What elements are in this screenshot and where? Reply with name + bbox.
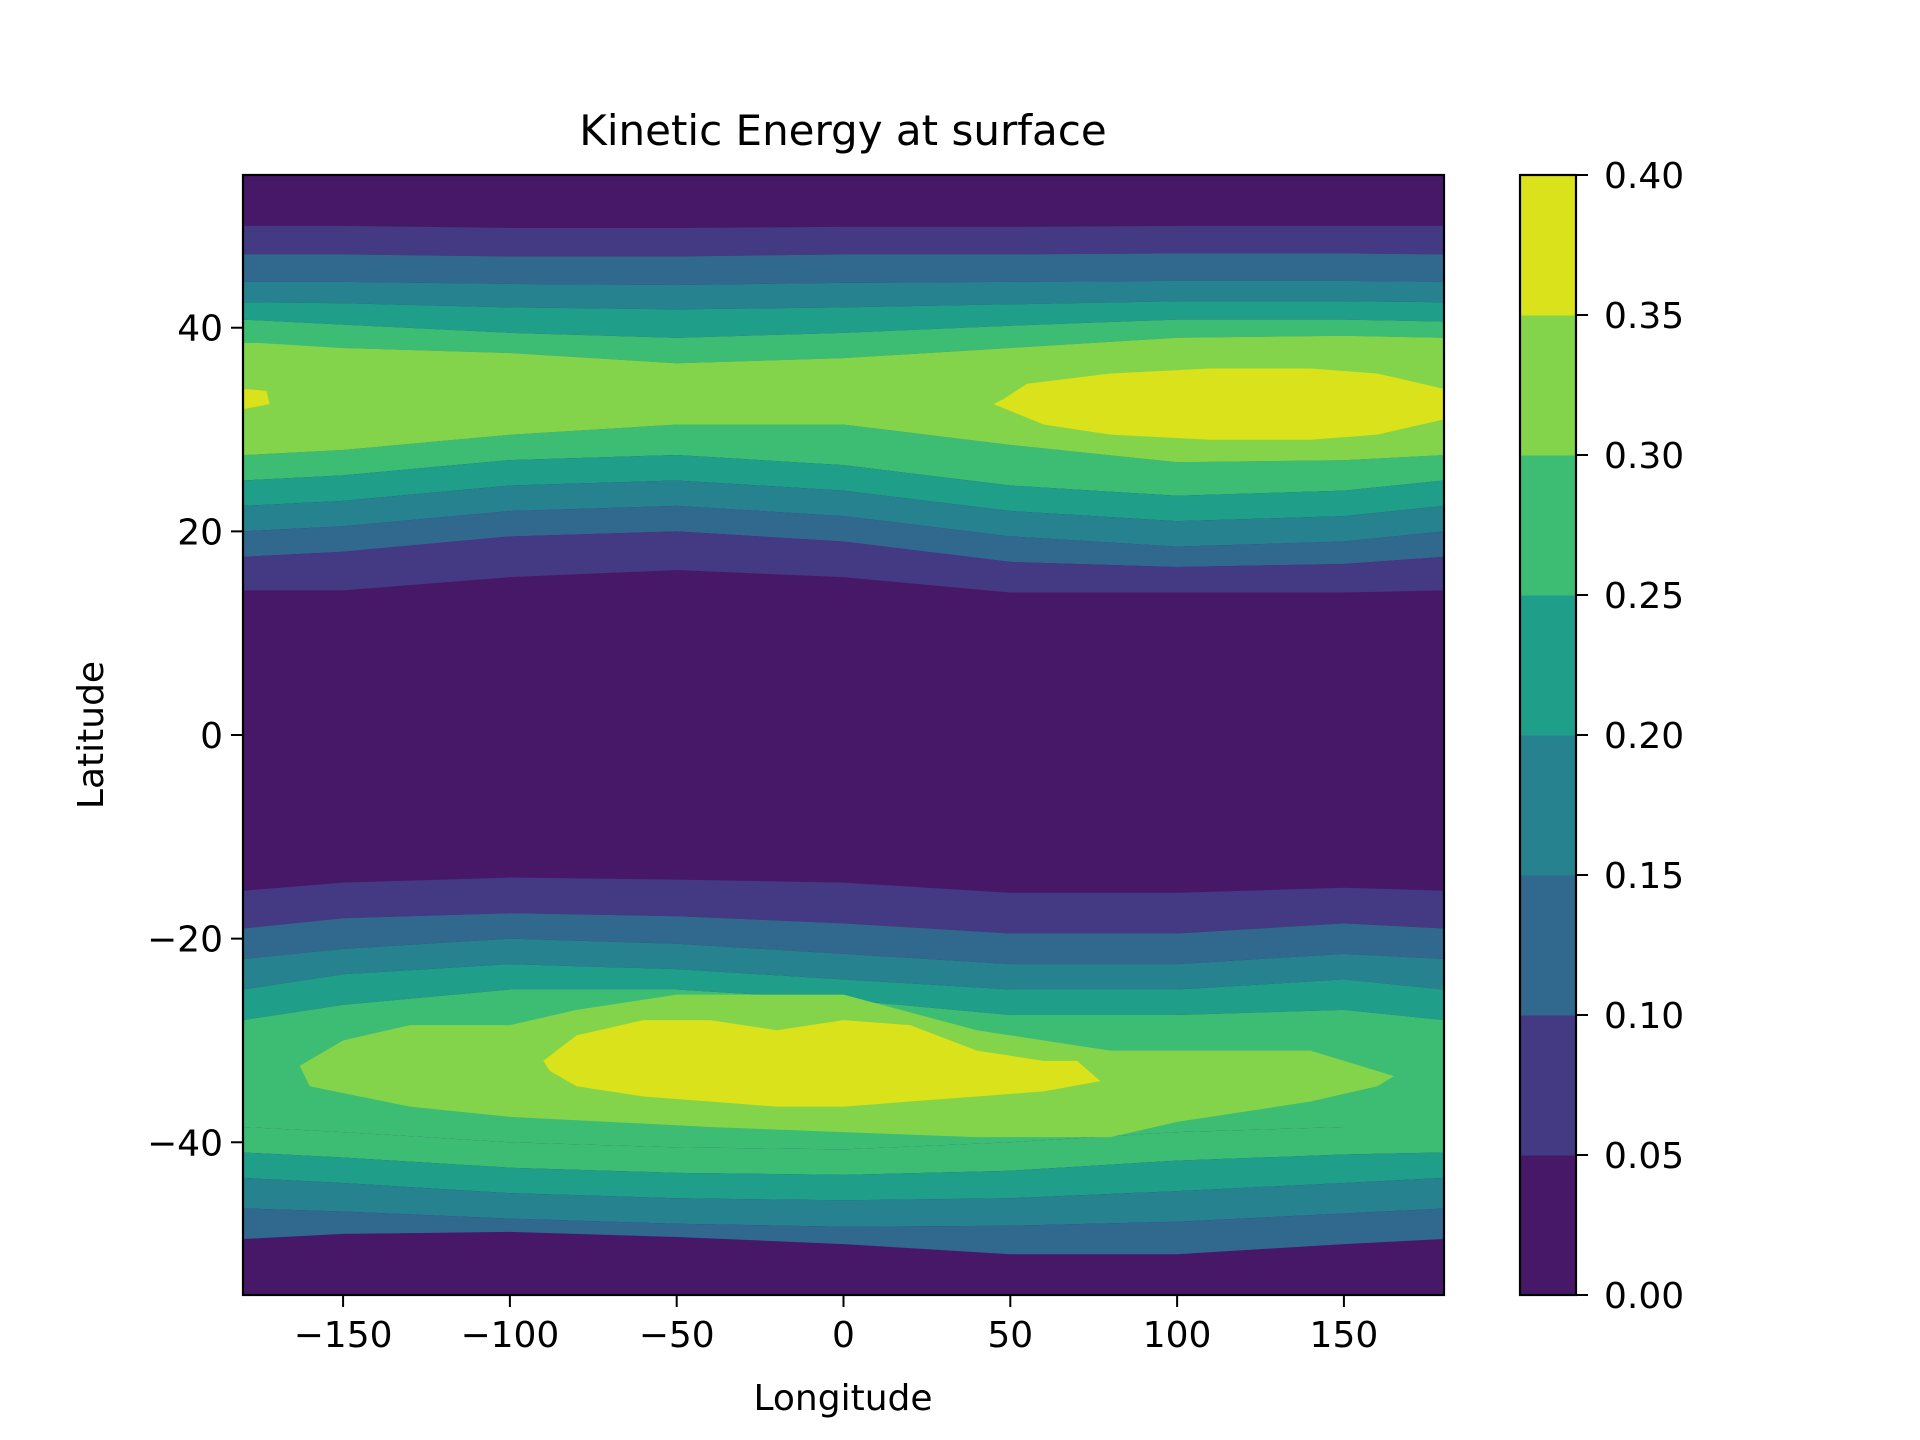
colorbar-tick-label: 0.20 — [1604, 716, 1684, 757]
colorbar-swatches — [1520, 175, 1576, 1296]
chart-title: Kinetic Energy at surface — [579, 106, 1106, 155]
x-tick-label: −100 — [460, 1315, 559, 1356]
colorbar-tick-label: 0.00 — [1604, 1276, 1684, 1317]
x-axis-label: Longitude — [753, 1378, 932, 1419]
south-band-8 — [243, 1208, 1444, 1255]
y-tick-label: −40 — [147, 1123, 223, 1164]
colorbar-tick-label: 0.05 — [1604, 1136, 1684, 1177]
south-band-5 — [243, 1127, 1444, 1175]
y-tick-label: 0 — [200, 716, 223, 757]
north-band-0 — [243, 225, 1444, 257]
colorbar-swatch — [1520, 1015, 1576, 1156]
south-band-0 — [243, 877, 1444, 934]
x-tick-label: 50 — [987, 1315, 1033, 1356]
contour-region-2 — [993, 368, 1444, 440]
colorbar-ticks: 0.00 0.05 0.10 0.15 0.20 0.25 0.30 0.35 0.40 — [1576, 156, 1684, 1317]
north-band-4 — [243, 319, 1444, 364]
colorbar-tick-label: 0.25 — [1604, 576, 1684, 617]
north-band-9 — [243, 505, 1444, 567]
x-tick-label: −50 — [639, 1315, 715, 1356]
colorbar-tick-label: 0.40 — [1604, 156, 1684, 197]
north-band-8 — [243, 480, 1444, 547]
colorbar-tick-label: 0.30 — [1604, 436, 1684, 477]
contour-layer — [243, 225, 1444, 1255]
y-tick-label: 20 — [177, 512, 223, 553]
colorbar-swatch — [1520, 315, 1576, 456]
south-band-1 — [243, 913, 1444, 965]
colorbar-tick-label: 0.35 — [1604, 296, 1684, 337]
colorbar: 0.00 0.05 0.10 0.15 0.20 0.25 0.30 0.35 0.40 — [1518, 156, 1684, 1317]
x-axis: −150 −100 −50 0 50 100 150 — [294, 1295, 1379, 1356]
x-tick-label: 100 — [1143, 1315, 1212, 1356]
plot-area — [241, 173, 1446, 1297]
y-axis: −40 −20 0 20 40 — [147, 309, 243, 1164]
north-band-1 — [243, 253, 1444, 285]
north-band-2 — [243, 280, 1444, 310]
x-tick-label: 0 — [832, 1315, 855, 1356]
north-band-10 — [243, 531, 1444, 593]
colorbar-swatch — [1520, 595, 1576, 736]
contour-region-4 — [543, 1020, 1101, 1107]
south-band-2 — [243, 938, 1444, 990]
colorbar-tick-label: 0.10 — [1604, 996, 1684, 1037]
colorbar-swatch — [1520, 875, 1576, 1016]
colorbar-swatch — [1520, 735, 1576, 876]
north-band-6 — [243, 424, 1444, 496]
x-tick-label: 150 — [1310, 1315, 1379, 1356]
north-band-3 — [243, 301, 1444, 338]
north-band-7 — [243, 455, 1444, 522]
south-band-3 — [243, 964, 1444, 1021]
x-tick-label: −150 — [294, 1315, 393, 1356]
south-band-7 — [243, 1177, 1444, 1227]
contour-region-1 — [243, 388, 270, 410]
y-tick-label: −20 — [147, 920, 223, 961]
colorbar-swatch — [1520, 1155, 1576, 1296]
colorbar-swatch — [1520, 175, 1576, 316]
south-band-6 — [243, 1152, 1444, 1201]
y-axis-label: Latitude — [71, 661, 112, 809]
colorbar-swatch — [1520, 455, 1576, 596]
y-tick-label: 40 — [177, 309, 223, 350]
colorbar-tick-label: 0.15 — [1604, 856, 1684, 897]
